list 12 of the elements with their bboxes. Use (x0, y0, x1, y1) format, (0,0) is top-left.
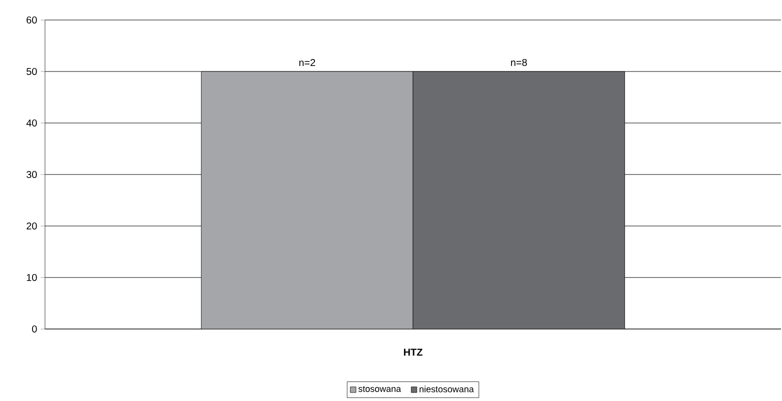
annotation: n=2 (299, 59, 316, 66)
y-tick-label: 60 (26, 16, 37, 24)
y-tick-label: 20 (26, 222, 37, 230)
x-tick-label: HTZ (404, 348, 422, 356)
annotation: n=8 (511, 58, 527, 66)
y-tick-label: 0 (32, 325, 37, 333)
legend-label: stosowana (358, 386, 402, 392)
legend-label: niestosowana (420, 386, 474, 392)
y-tick-label: 40 (26, 119, 37, 127)
y-tick-label: 50 (26, 68, 37, 76)
y-tick-label: 30 (26, 170, 37, 178)
y-tick-label: 10 (26, 274, 37, 282)
